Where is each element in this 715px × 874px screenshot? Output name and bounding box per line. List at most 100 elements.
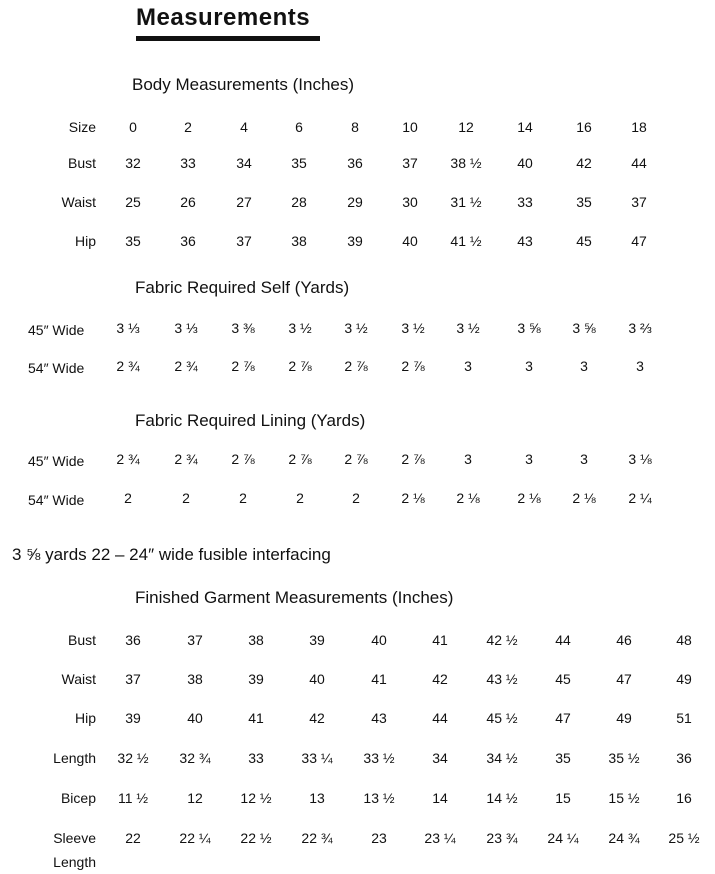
table-cell: 0 [129, 119, 137, 135]
table-cell: 2 ⅞ [288, 451, 312, 467]
table-cell: 49 [616, 710, 632, 726]
table-cell: 24 ¾ [608, 830, 640, 846]
finished-garment-heading: Finished Garment Measurements (Inches) [135, 588, 454, 607]
table-cell: 33 [248, 750, 264, 766]
table-cell: 43 [517, 233, 533, 249]
table-cell: 12 ½ [240, 790, 272, 806]
table-cell: 2 [124, 490, 132, 506]
table-cell: 3 [464, 358, 472, 374]
table-cell: 36 [676, 750, 692, 766]
row-label: Bicep [60, 790, 96, 806]
table-cell: 2 ¾ [116, 451, 140, 467]
table-cell: 22 [125, 830, 141, 846]
table-cell: 18 [631, 119, 647, 135]
table-cell: 38 ½ [450, 155, 482, 171]
table-cell: 27 [236, 194, 252, 210]
table-cell: 44 [631, 155, 647, 171]
table-cell: 23 ¼ [424, 830, 456, 846]
table-cell: 39 [309, 632, 325, 648]
table-cell: 2 [296, 490, 304, 506]
table-cell: 22 ¼ [179, 830, 211, 846]
table-cell: 51 [676, 710, 692, 726]
table-cell: 12 [187, 790, 203, 806]
table-cell: 40 [402, 233, 418, 249]
table-cell: 31 ½ [450, 194, 482, 210]
table-cell: 2 [184, 119, 192, 135]
body-measurements-heading: Body Measurements (Inches) [132, 75, 355, 94]
table-cell: 3 [464, 451, 472, 467]
table-cell: 12 [458, 119, 474, 135]
table-cell: 47 [555, 710, 571, 726]
row-label: 45″ Wide [28, 322, 85, 338]
interfacing-note: 3 ⅝ yards 22 – 24″ wide fusible interfac… [12, 545, 331, 564]
table-cell: 37 [402, 155, 418, 171]
table-cell: 4 [240, 119, 248, 135]
table-cell: 39 [248, 671, 264, 687]
table-cell: 30 [402, 194, 418, 210]
table-cell: 41 ½ [450, 233, 482, 249]
row-label-continued: Length [53, 854, 96, 870]
table-cell: 23 ¾ [486, 830, 518, 846]
table-cell: 35 [576, 194, 592, 210]
table-cell: 25 [125, 194, 141, 210]
table-cell: 36 [180, 233, 196, 249]
table-cell: 13 ½ [363, 790, 395, 806]
table-cell: 2 ⅞ [344, 358, 368, 374]
table-cell: 2 ⅞ [231, 451, 255, 467]
table-cell: 32 [125, 155, 141, 171]
table-cell: 29 [347, 194, 363, 210]
table-cell: 3 ⅝ [572, 320, 596, 336]
table-cell: 23 [371, 830, 387, 846]
table-cell: 14 [517, 119, 533, 135]
table-cell: 14 [432, 790, 448, 806]
table-cell: 35 ½ [608, 750, 640, 766]
table-cell: 32 ½ [117, 750, 149, 766]
table-cell: 37 [236, 233, 252, 249]
table-cell: 39 [347, 233, 363, 249]
table-cell: 38 [187, 671, 203, 687]
table-cell: 40 [187, 710, 203, 726]
table-cell: 35 [291, 155, 307, 171]
table-cell: 14 ½ [486, 790, 518, 806]
table-cell: 33 ¼ [301, 750, 333, 766]
table-cell: 40 [371, 632, 387, 648]
table-cell: 34 [432, 750, 448, 766]
row-label: Bust [67, 155, 96, 171]
table-cell: 2 ¼ [628, 490, 652, 506]
table-cell: 28 [291, 194, 307, 210]
table-cell: 41 [432, 632, 448, 648]
table-cell: 45 ½ [486, 710, 518, 726]
table-cell: 38 [291, 233, 307, 249]
table-cell: 2 ⅛ [401, 490, 425, 506]
row-label: Hip [74, 710, 96, 726]
table-cell: 15 [555, 790, 571, 806]
table-cell: 41 [248, 710, 264, 726]
row-label: 54″ Wide [28, 492, 85, 508]
table-cell: 44 [555, 632, 571, 648]
table-cell: 3 [525, 451, 533, 467]
row-label: 54″ Wide [28, 360, 85, 376]
table-cell: 3 ⅔ [628, 320, 652, 336]
table-cell: 3 [525, 358, 533, 374]
fabric-self-heading: Fabric Required Self (Yards) [135, 278, 350, 297]
table-cell: 33 [517, 194, 533, 210]
table-cell: 22 ½ [240, 830, 272, 846]
table-cell: 42 [309, 710, 325, 726]
table-cell: 2 ⅛ [572, 490, 596, 506]
row-label: Waist [61, 671, 96, 687]
table-cell: 40 [309, 671, 325, 687]
table-cell: 3 ⅓ [116, 320, 140, 336]
table-cell: 2 [352, 490, 360, 506]
table-cell: 16 [676, 790, 692, 806]
row-label: Length [53, 750, 96, 766]
table-cell: 49 [676, 671, 692, 687]
table-cell: 47 [616, 671, 632, 687]
table-cell: 6 [295, 119, 303, 135]
table-cell: 15 ½ [608, 790, 640, 806]
table-cell: 24 ¼ [547, 830, 579, 846]
table-cell: 37 [125, 671, 141, 687]
table-cell: 3 ½ [288, 320, 312, 336]
table-cell: 46 [616, 632, 632, 648]
table-cell: 2 ⅞ [344, 451, 368, 467]
table-cell: 3 [580, 451, 588, 467]
